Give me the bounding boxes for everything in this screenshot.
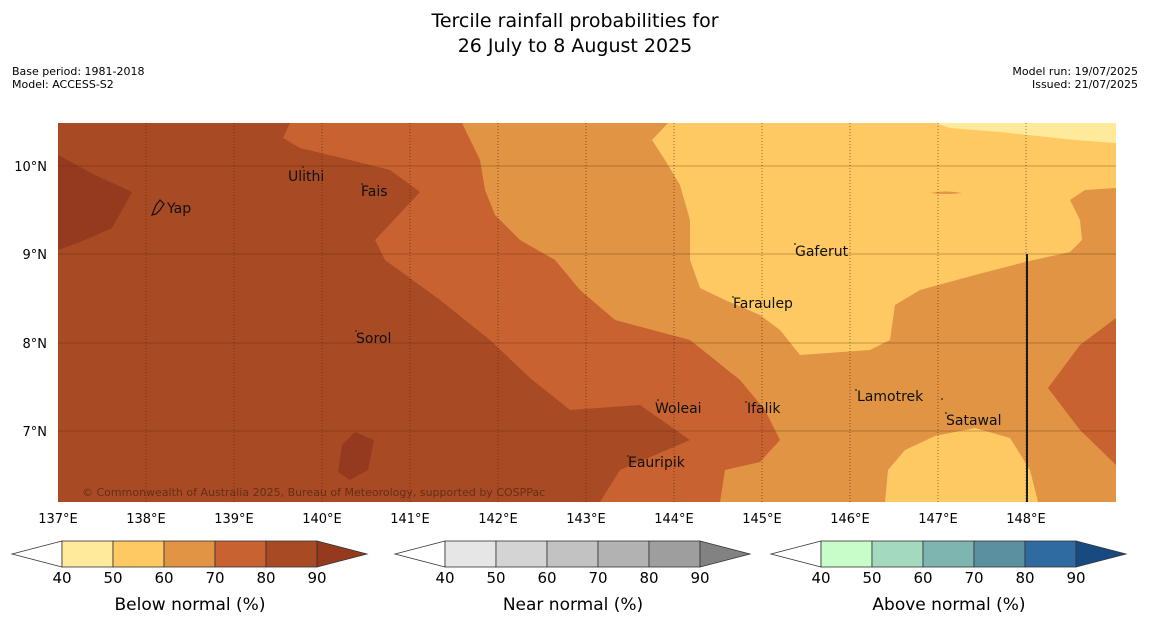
zone-below-50-60-north [652,123,1116,355]
colorbar-tick: 70 [588,569,607,587]
colorbar-near-normal: 40 50 60 70 80 90 Near normal (%) [393,540,752,615]
colorbar-tick: 60 [913,569,932,587]
colorbar-tick: 40 [435,569,454,587]
place-markers [302,166,947,457]
colorbar-swatch [61,540,114,568]
colorbar-tick: 60 [154,569,173,587]
colorbar-tick: 50 [862,569,881,587]
colorbar-swatch-over [699,540,752,568]
colorbar-tick: 80 [1015,569,1034,587]
colorbar-swatch [546,540,599,568]
zone-below-90plus-west [58,155,132,250]
colorbar-swatch [973,540,1026,568]
lon-label: 145°E [742,512,782,527]
lon-label: 147°E [918,512,958,527]
colorbar-swatch [112,540,165,568]
colorbar-swatch-over [316,540,369,568]
issued-text: Issued: 21/07/2025 [1031,78,1138,91]
colorbar-swatch [265,540,318,568]
map-title-line1: Tercile rainfall probabilities for [431,10,719,32]
colorbar-swatch-under [393,540,446,568]
lon-label: 143°E [566,512,606,527]
colorbar-tick: 90 [690,569,709,587]
lat-label-8n: 8°N [23,337,48,352]
place-label-eauripik: Eauripik [628,455,686,471]
zone-below-50-60-south [885,428,1038,502]
lon-label: 148°E [1006,512,1046,527]
lat-label-7n: 7°N [23,425,48,440]
colorbar-swatch [163,540,216,568]
colorbar-swatch [214,540,267,568]
place-label-faraulep: Faraulep [733,296,793,312]
map-title-line2: 26 July to 8 August 2025 [457,35,693,57]
colorbar-tick: 40 [811,569,830,587]
lat-label-10n: 10°N [14,160,47,175]
colorbar-swatch [820,540,873,568]
colorbar-tick: 80 [639,569,658,587]
colorbar-swatch [922,540,975,568]
place-label-satawal: Satawal [946,413,1001,429]
base-period-text: Base period: 1981-2018 [12,65,145,78]
lon-label: 137°E [38,512,78,527]
place-label-woleai: Woleai [655,401,702,417]
colorbar-tick: 80 [256,569,275,587]
colorbar-tick: 60 [537,569,556,587]
lon-label: 146°E [830,512,870,527]
colorbar-label: Below normal (%) [115,595,266,615]
place-label-sorol: Sorol [356,331,391,347]
colorbar-swatch [444,540,497,568]
place-label-lamotrek: Lamotrek [857,389,924,405]
colorbar-swatch [597,540,650,568]
colorbar-label: Near normal (%) [503,595,643,615]
place-label-fais: Fais [361,184,388,200]
colorbar-below-normal: 40 50 60 70 80 90 Below normal (%) [10,540,369,615]
colorbar-swatch-under [769,540,822,568]
place-label-yap: Yap [166,201,191,217]
lon-label: 139°E [214,512,254,527]
colorbar-swatch [495,540,548,568]
colorbar-above-normal: 40 50 60 70 80 90 Above normal (%) [769,540,1128,615]
colorbar-tick: 90 [1066,569,1085,587]
lat-label-9n: 9°N [23,248,48,263]
colorbar-tick: 70 [964,569,983,587]
colorbar-swatch-over [1075,540,1128,568]
colorbar-tick: 90 [307,569,326,587]
colorbar-tick: 40 [52,569,71,587]
colorbar-label: Above normal (%) [872,595,1025,615]
meta-left: Base period: 1981-2018 Model: ACCESS-S2 [12,65,144,91]
model-text: Model: ACCESS-S2 [12,78,114,91]
copyright-text: © Commonwealth of Australia 2025, Bureau… [82,486,545,499]
colorbar-tick: 70 [205,569,224,587]
place-label-gaferut: Gaferut [795,244,849,260]
lon-labels: 137°E 138°E 139°E 140°E 141°E 142°E 143°… [38,512,1046,527]
colorbar-swatch [648,540,701,568]
colorbar-tick: 50 [103,569,122,587]
colorbar-swatch-under [10,540,63,568]
map-plot-area: Yap Ulithi Fais Sorol Gaferut Faraulep W… [58,123,1116,502]
lon-label: 141°E [390,512,430,527]
zone-below-90plus-south [338,432,374,480]
lon-label: 138°E [126,512,166,527]
lon-label: 140°E [302,512,342,527]
place-label-ifalik: Ifalik [747,401,781,417]
colorbar-tick: 50 [486,569,505,587]
colorbar-swatch [871,540,924,568]
model-run-text: Model run: 19/07/2025 [1012,65,1138,78]
meta-right: Model run: 19/07/2025 Issued: 21/07/2025 [1012,65,1138,91]
lon-label: 144°E [654,512,694,527]
place-label-ulithi: Ulithi [288,169,324,185]
lon-label: 142°E [478,512,518,527]
colorbar-swatch [1024,540,1077,568]
yap-island-outline [151,199,165,216]
